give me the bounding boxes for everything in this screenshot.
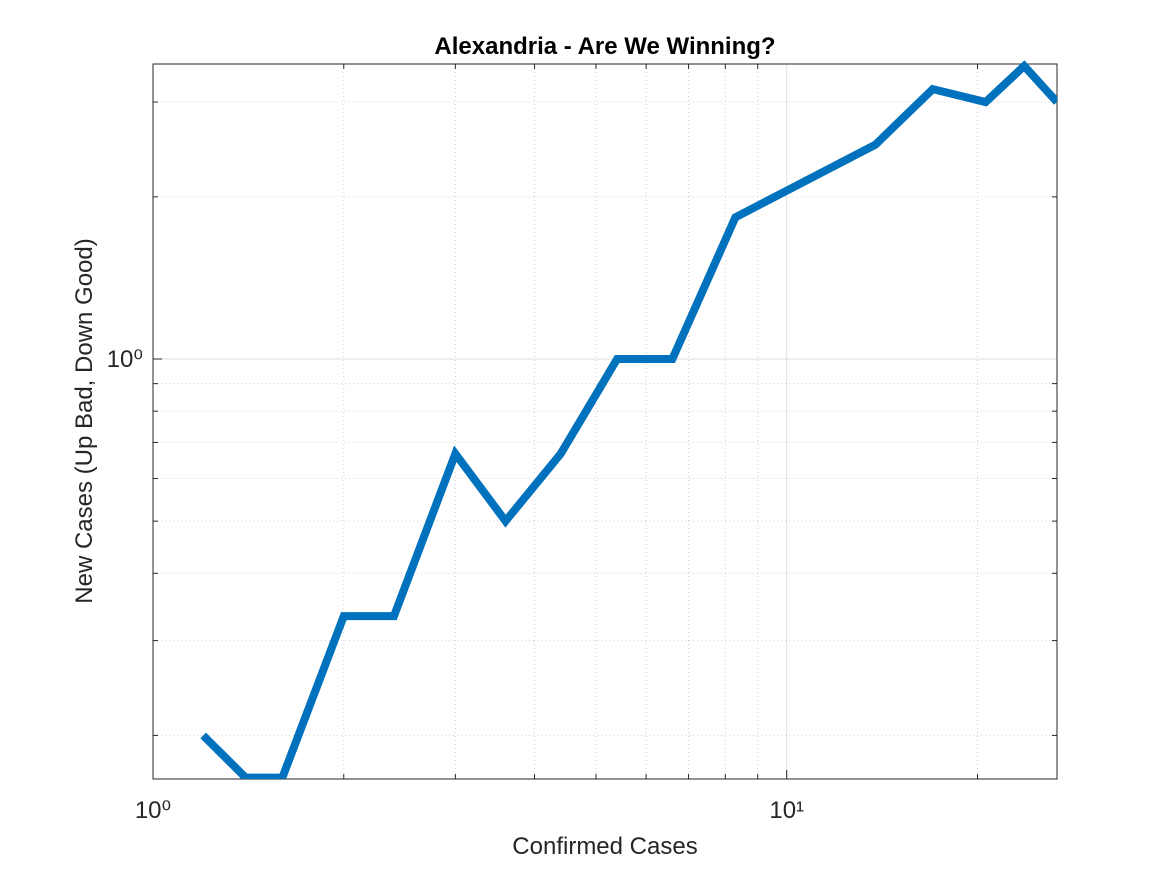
x-tick-label: 10⁰: [135, 797, 171, 824]
x-tick-label: 10¹: [769, 797, 804, 824]
y-axis-label: New Cases (Up Bad, Down Good): [71, 238, 98, 603]
chart-title: Alexandria - Are We Winning?: [434, 33, 775, 60]
axes-box: [152, 63, 1058, 780]
y-tick-label: 10⁰: [107, 346, 143, 373]
x-axis-label: Confirmed Cases: [512, 833, 697, 860]
data-line: [200, 60, 1057, 779]
